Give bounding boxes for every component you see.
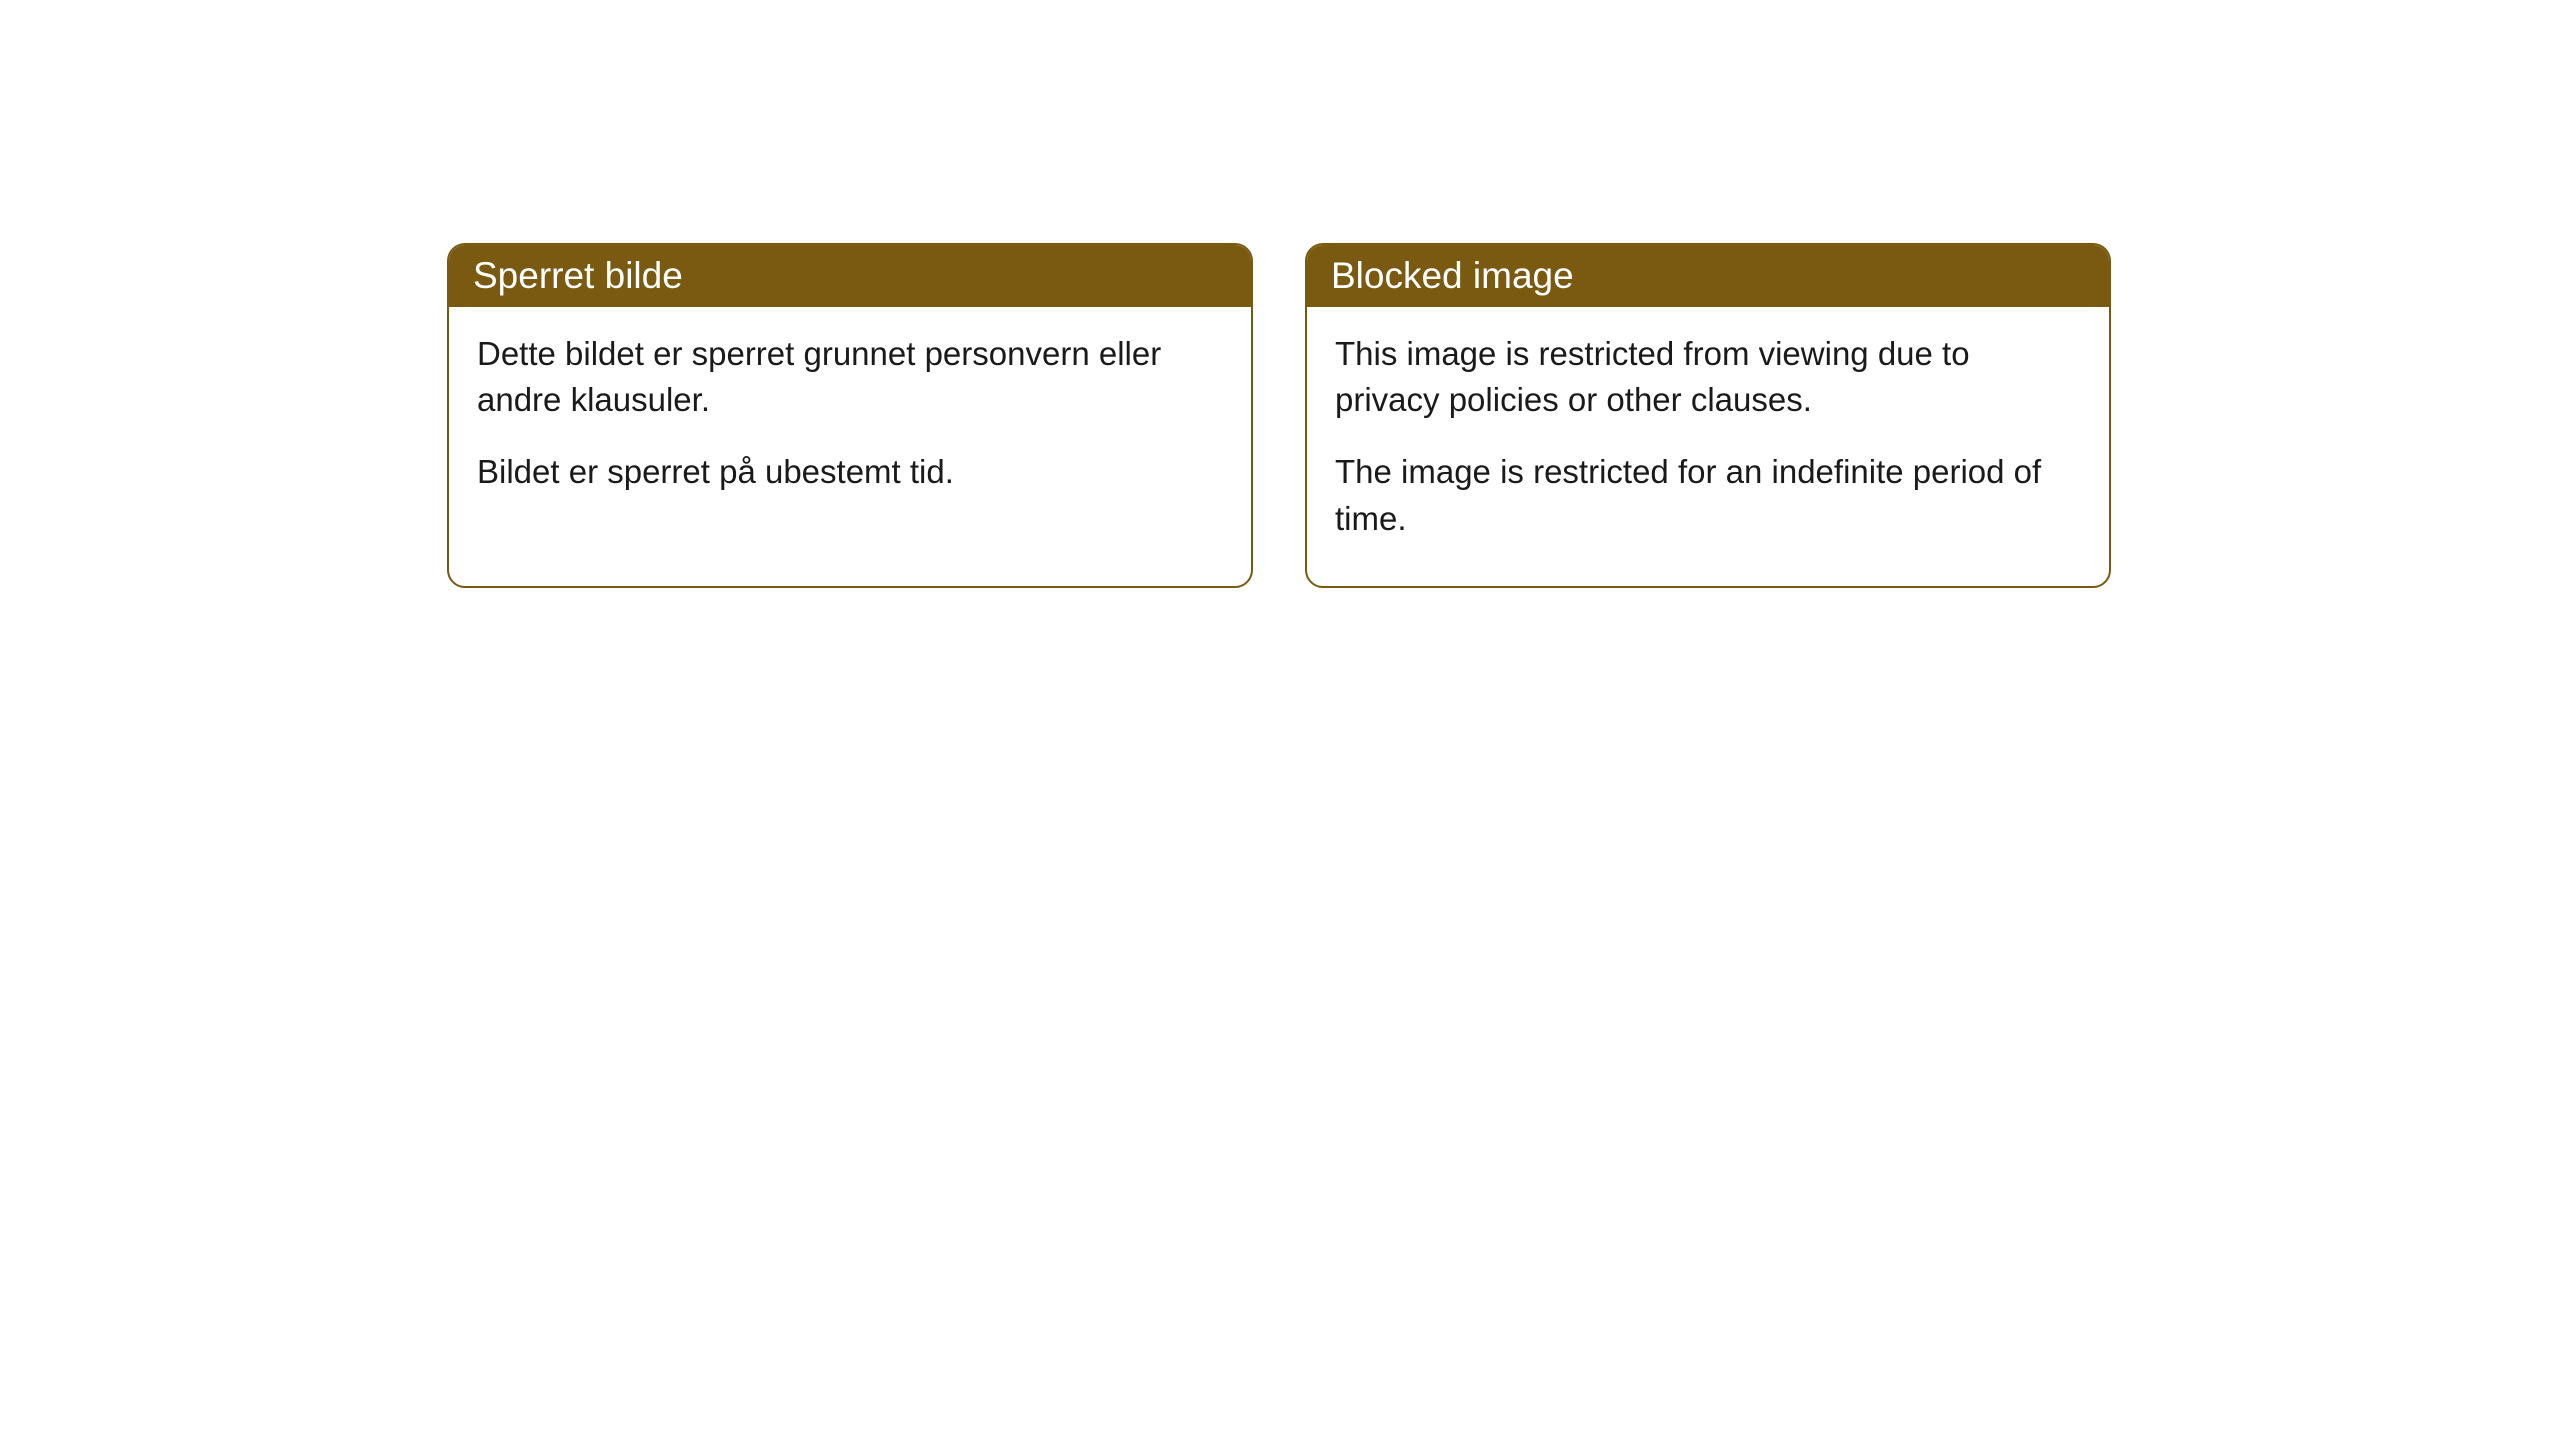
blocked-image-card-english: Blocked image This image is restricted f… bbox=[1305, 243, 2111, 588]
card-body-english: This image is restricted from viewing du… bbox=[1307, 307, 2109, 586]
card-header-norwegian: Sperret bilde bbox=[449, 245, 1251, 307]
card-body-norwegian: Dette bildet er sperret grunnet personve… bbox=[449, 307, 1251, 540]
card-text-norwegian-1: Dette bildet er sperret grunnet personve… bbox=[477, 331, 1223, 423]
card-header-english: Blocked image bbox=[1307, 245, 2109, 307]
card-text-english-1: This image is restricted from viewing du… bbox=[1335, 331, 2081, 423]
blocked-image-card-norwegian: Sperret bilde Dette bildet er sperret gr… bbox=[447, 243, 1253, 588]
cards-container: Sperret bilde Dette bildet er sperret gr… bbox=[447, 243, 2111, 588]
card-text-norwegian-2: Bildet er sperret på ubestemt tid. bbox=[477, 449, 1223, 495]
card-text-english-2: The image is restricted for an indefinit… bbox=[1335, 449, 2081, 541]
